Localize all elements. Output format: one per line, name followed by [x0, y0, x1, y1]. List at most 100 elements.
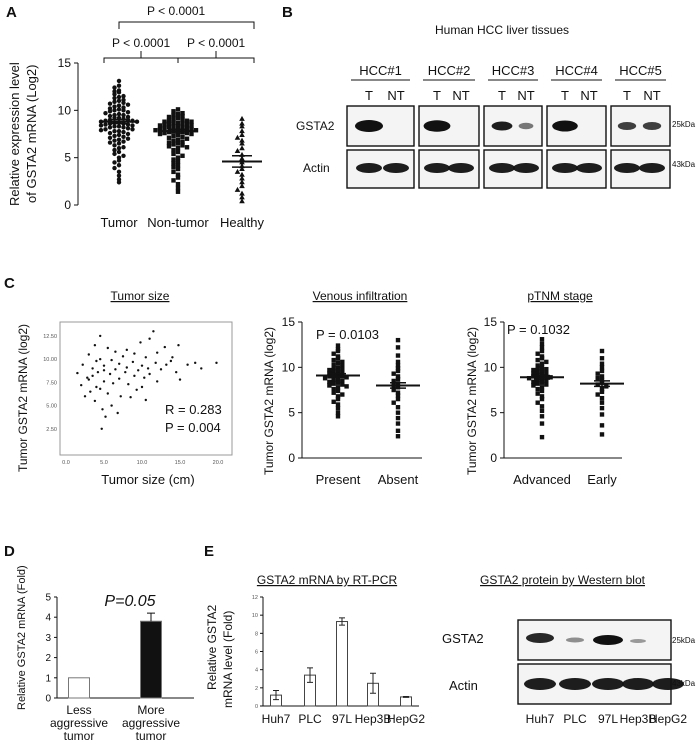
data-point [171, 169, 176, 175]
data-point [599, 377, 605, 383]
data-point [112, 124, 117, 129]
data-point [118, 362, 121, 365]
data-point [146, 367, 150, 370]
data-point [340, 392, 345, 397]
data-point [395, 405, 401, 410]
sem-bar [390, 381, 406, 389]
data-point [121, 145, 126, 150]
data-point [112, 115, 117, 121]
data-point [125, 131, 131, 137]
data-point [116, 158, 122, 163]
data-point [116, 132, 122, 138]
data-point [340, 370, 345, 375]
data-point [121, 108, 126, 113]
band [355, 120, 383, 132]
data-point [175, 149, 181, 155]
data-point [335, 348, 341, 354]
data-point [140, 364, 144, 367]
data-point [95, 385, 98, 389]
sig-label-tumor-healthy: P < 0.0001 [147, 4, 205, 18]
lane-label: Huh7 [526, 712, 555, 726]
data-point [539, 388, 545, 394]
data-point [322, 376, 328, 381]
data-point [331, 390, 336, 395]
lane-label-t: T [365, 88, 373, 103]
data-point [89, 390, 92, 393]
data-point [112, 128, 117, 134]
y-tick-label-5: 5 [490, 406, 497, 420]
category-label: 97L [332, 712, 352, 726]
panel-label-b: B [282, 4, 293, 21]
band [622, 678, 654, 690]
data-point [184, 126, 190, 131]
data-point [599, 395, 605, 401]
c3-title: pTNM stage [527, 289, 593, 303]
blot-e-gsta2 [517, 619, 672, 661]
significance-brackets-a: P < 0.0001 P < 0.0001 P < 0.0001 [103, 4, 255, 63]
data-point [180, 139, 185, 144]
data-point [331, 362, 336, 367]
data-point [121, 153, 126, 158]
data-point [239, 190, 245, 196]
data-point [125, 126, 131, 131]
category-label: tumor [64, 729, 95, 743]
data-point [116, 411, 119, 415]
sample-label: HCC#2 [428, 63, 471, 78]
data-point [599, 405, 605, 411]
sample-label: HCC#4 [555, 63, 598, 78]
data-point [539, 341, 545, 346]
data-point [539, 361, 545, 366]
data-point [171, 133, 176, 139]
ylabel-a-line2: of GSTA2 mRNA (Log2) [24, 65, 39, 203]
panel-label-d: D [4, 543, 15, 560]
band [652, 678, 684, 690]
data-point [175, 189, 181, 194]
data-point [395, 428, 401, 433]
data-point [112, 133, 117, 139]
c1-ylabel: Tumor GSTA2 mRNA (log2) [16, 324, 30, 472]
data-point [140, 385, 144, 389]
data-point [80, 383, 83, 387]
row-label-actin-e: Actin [449, 678, 478, 693]
y-tick-label: 3 [45, 633, 51, 644]
bar [400, 696, 412, 707]
data-point [108, 372, 112, 376]
data-point [175, 181, 181, 187]
data-point [116, 146, 122, 151]
lane-label-t: T [498, 88, 506, 103]
c1-plot-frame [59, 321, 233, 456]
data-point [239, 131, 245, 137]
data-point [171, 164, 176, 170]
error-bar [339, 617, 345, 626]
data-point [116, 90, 122, 95]
band [593, 635, 623, 645]
data-point [112, 138, 117, 143]
data-point [121, 93, 126, 99]
data-point [340, 363, 345, 368]
data-point [76, 371, 79, 375]
sem-bar [534, 374, 550, 380]
data-point [599, 356, 605, 361]
data-point [125, 110, 131, 115]
data-point [539, 414, 545, 419]
category-label: Non-tumor [147, 215, 209, 230]
y-tick-label: 4 [255, 668, 258, 674]
panel-e-western-title: GSTA2 protein by Western blot [480, 573, 646, 587]
data-point [103, 127, 108, 132]
data-point [91, 367, 94, 370]
data-point [175, 175, 181, 180]
data-point [159, 368, 163, 371]
band [424, 163, 450, 173]
data-point [180, 121, 185, 126]
sig-label-tumor-nontumor: P < 0.0001 [112, 36, 170, 50]
band [423, 120, 451, 132]
data-point [335, 376, 341, 382]
data-point [344, 384, 349, 389]
data-point [539, 394, 545, 399]
data-point [599, 386, 605, 392]
sem-bar [109, 119, 129, 125]
data-point [180, 117, 185, 122]
data-point [175, 115, 181, 121]
band [526, 633, 554, 643]
category-label: Huh7 [262, 712, 291, 726]
